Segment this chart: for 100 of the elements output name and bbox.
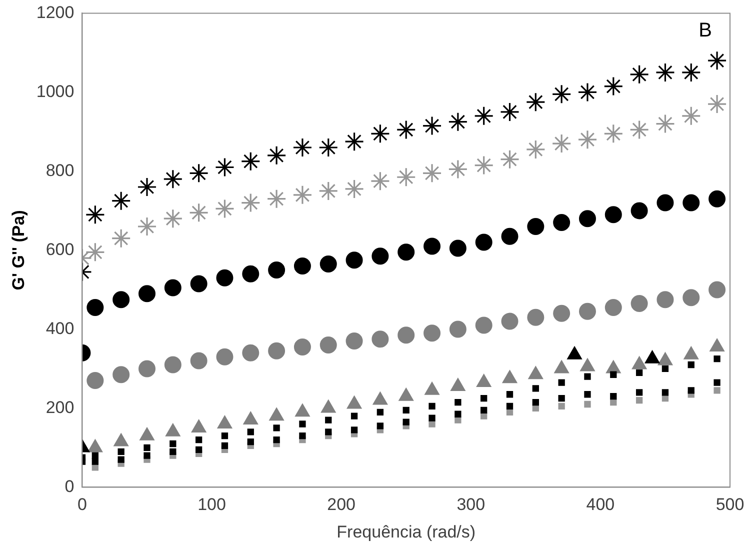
point xyxy=(454,398,462,406)
point xyxy=(111,191,131,211)
point xyxy=(662,365,669,372)
point xyxy=(422,163,442,183)
point xyxy=(221,442,228,450)
point xyxy=(610,393,617,400)
point xyxy=(553,304,570,322)
point xyxy=(221,432,228,440)
point xyxy=(474,106,494,126)
point xyxy=(578,210,596,228)
point xyxy=(449,240,466,257)
point xyxy=(604,298,622,316)
point xyxy=(85,204,105,224)
point xyxy=(604,206,622,224)
x-tick-label: 400 xyxy=(586,495,615,514)
point xyxy=(163,208,183,228)
point xyxy=(558,379,565,386)
point xyxy=(584,400,591,408)
y-tick-label: 1200 xyxy=(36,2,74,22)
point xyxy=(396,167,416,187)
point xyxy=(372,248,389,265)
point xyxy=(636,369,643,376)
point xyxy=(214,198,235,219)
point xyxy=(266,189,286,209)
point xyxy=(681,106,701,126)
x-tick-label: 300 xyxy=(456,495,486,514)
point xyxy=(214,157,235,178)
point xyxy=(714,387,720,394)
point xyxy=(318,138,338,158)
point xyxy=(501,228,518,245)
point xyxy=(428,402,436,410)
point xyxy=(532,398,539,406)
point xyxy=(376,422,384,430)
point xyxy=(604,76,624,96)
point xyxy=(475,316,492,334)
point xyxy=(553,214,570,232)
point xyxy=(527,308,544,326)
y-tick-label: 800 xyxy=(46,160,74,180)
point xyxy=(662,389,669,396)
point xyxy=(655,114,676,134)
point xyxy=(189,163,209,183)
point xyxy=(266,146,286,166)
point xyxy=(344,132,364,152)
point xyxy=(688,387,694,394)
annotation: B xyxy=(698,20,712,42)
point xyxy=(190,352,208,370)
point xyxy=(144,452,150,459)
point xyxy=(376,408,384,416)
y-tick-label: 400 xyxy=(46,318,74,338)
point xyxy=(242,344,260,362)
point xyxy=(526,92,546,112)
point xyxy=(111,228,131,248)
point xyxy=(604,124,624,144)
point xyxy=(92,464,99,471)
point xyxy=(195,446,202,454)
point xyxy=(299,432,306,440)
point xyxy=(656,194,674,212)
point xyxy=(216,269,234,286)
point xyxy=(320,336,337,354)
point xyxy=(506,391,514,398)
point xyxy=(428,414,436,422)
point xyxy=(500,102,520,122)
point xyxy=(292,138,312,158)
point xyxy=(247,438,254,446)
point xyxy=(480,412,488,420)
point xyxy=(506,402,514,410)
point xyxy=(112,366,130,384)
point xyxy=(474,155,494,176)
point xyxy=(195,436,202,444)
point xyxy=(682,194,700,212)
point xyxy=(370,124,390,144)
point xyxy=(480,406,488,414)
point xyxy=(164,279,182,296)
point xyxy=(448,159,468,180)
point xyxy=(318,181,338,201)
point xyxy=(708,190,726,208)
point xyxy=(424,238,441,255)
point xyxy=(636,389,643,396)
point xyxy=(294,338,311,356)
point xyxy=(92,458,99,465)
point xyxy=(584,391,591,398)
y-tick-label: 200 xyxy=(46,398,74,417)
point xyxy=(500,150,520,170)
point xyxy=(247,428,254,436)
point xyxy=(682,289,700,306)
point xyxy=(630,202,648,220)
point xyxy=(190,275,208,292)
point xyxy=(170,440,176,448)
point xyxy=(610,398,617,406)
point xyxy=(144,444,150,452)
point xyxy=(118,448,124,455)
point xyxy=(714,355,720,362)
point xyxy=(402,418,410,426)
point xyxy=(268,342,286,360)
x-tick-label: 500 xyxy=(716,495,744,514)
point xyxy=(532,385,539,392)
point xyxy=(454,410,462,418)
x-tick-label: 200 xyxy=(327,495,356,514)
y-tick-label: 0 xyxy=(64,476,74,496)
point xyxy=(707,50,727,70)
